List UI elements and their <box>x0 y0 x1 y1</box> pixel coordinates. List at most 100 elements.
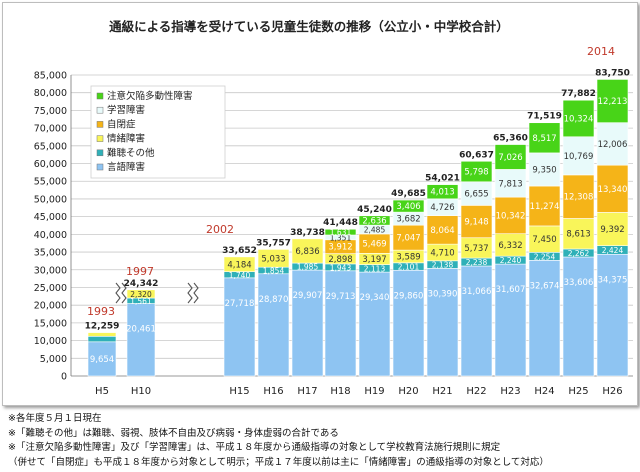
legend-label: 情緒障害 <box>107 133 145 145</box>
year-annotation: 1993 <box>87 305 115 318</box>
data-label: 10,324 <box>564 114 594 124</box>
data-label: 4,013 <box>430 188 454 198</box>
data-label: 1,351 <box>330 233 352 242</box>
x-tick-label: H22 <box>466 386 486 397</box>
legend-label: 自閉症 <box>107 118 136 130</box>
x-tick-label: H20 <box>398 386 418 397</box>
x-tick-label: H26 <box>602 386 622 397</box>
data-label: 9,350 <box>532 165 556 175</box>
data-label: 9,654 <box>90 355 114 365</box>
x-tick-label: H18 <box>330 386 350 397</box>
bar-segment <box>562 174 595 219</box>
bar-segment <box>596 79 629 123</box>
bar-segment <box>562 99 595 138</box>
y-tick-label: 45,000 <box>34 212 67 223</box>
y-tick-label: 15,000 <box>34 318 67 329</box>
x-tick-label: H23 <box>500 386 520 397</box>
data-label: 4,726 <box>430 203 454 213</box>
data-label: 2,262 <box>568 249 590 258</box>
x-tick-label: H16 <box>263 386 283 397</box>
data-label: 2,113 <box>364 264 386 273</box>
y-tick-label: 75,000 <box>34 106 67 117</box>
bar-segment <box>426 268 459 377</box>
bar-segment <box>257 249 290 268</box>
bar-segment <box>596 122 629 166</box>
data-label: 5,798 <box>464 168 488 178</box>
data-label: 6,332 <box>498 241 522 251</box>
bar-segment <box>257 273 290 377</box>
legend-swatch <box>96 121 104 128</box>
y-tick-label: 20,000 <box>34 301 67 312</box>
data-label: 31,607 <box>496 285 526 295</box>
data-label: 29,860 <box>394 291 424 301</box>
data-label: 2,636 <box>362 216 386 226</box>
data-label: 12,308 <box>564 193 594 203</box>
footnote-4: （併せて「自閉症」も平成１８年度から対象として明示；平成１７年度以前は主に「情緒… <box>8 456 549 468</box>
data-label: 9,392 <box>600 225 624 235</box>
total-label: 24,342 <box>124 279 159 289</box>
y-tick-label: 0 <box>61 372 67 383</box>
data-label: 3,912 <box>328 243 352 253</box>
bar-segment <box>223 277 256 377</box>
data-label: 7,450 <box>532 235 556 245</box>
data-label: 8,064 <box>430 226 454 236</box>
legend-swatch <box>96 149 104 157</box>
footnote-1: ※各年度５月１日現在 <box>8 413 102 424</box>
x-tick-label: H5 <box>95 386 109 397</box>
bar-segment <box>528 122 561 154</box>
data-label: 4,710 <box>430 248 454 258</box>
data-label: 2,254 <box>534 252 556 261</box>
data-label: 2,101 <box>398 263 420 272</box>
bar-segment <box>324 228 357 236</box>
total-label: 35,757 <box>256 238 291 248</box>
legend-box <box>90 85 226 179</box>
y-tick-label: 85,000 <box>34 71 67 82</box>
legend-swatch <box>96 163 104 171</box>
data-label: 8,517 <box>532 134 556 144</box>
legend-label: 言語障害 <box>107 161 145 173</box>
bar-segment <box>291 269 324 377</box>
axis-break-mark <box>121 282 127 304</box>
axis-break-mark <box>115 282 121 304</box>
data-label: 30,390 <box>428 289 458 299</box>
data-label: 8,613 <box>566 230 590 240</box>
data-label: 2,898 <box>328 255 352 265</box>
y-tick-label: 55,000 <box>34 177 67 188</box>
data-label: 11,274 <box>530 202 560 212</box>
data-label: 2,238 <box>466 258 488 267</box>
data-label: 10,769 <box>564 152 594 162</box>
y-tick-label: 40,000 <box>34 230 67 241</box>
total-label: 77,882 <box>561 89 596 99</box>
data-label: 29,907 <box>293 291 323 301</box>
bar-segment <box>460 160 493 183</box>
data-label: 1,943 <box>330 263 352 272</box>
data-label: 20,461 <box>126 325 156 335</box>
axis-break-mark <box>187 282 193 304</box>
data-label: 31,066 <box>462 287 492 297</box>
data-label: 5,737 <box>464 244 488 254</box>
footnote-2: ※「難聴その他」は難聴、弱視、肢体不自由及び病弱・身体虚弱の合計である <box>8 427 339 439</box>
total-label: 60,637 <box>459 150 494 160</box>
bar-segment <box>528 225 561 253</box>
data-label: 1,740 <box>229 271 251 280</box>
stacked-bar-chart: 通級による指導を受けている児童生徒数の推移（公立小・中学校合計） 0 5,000 1… <box>34 19 633 397</box>
bar-segment <box>562 256 595 377</box>
data-label: 1,985 <box>297 263 319 272</box>
data-label: 33,606 <box>564 278 594 288</box>
data-label: 4,184 <box>227 260 251 270</box>
chart-frame: 通級による指導を受けている児童生徒数の推移（公立小・中学校合計） 0 5,000 1… <box>2 2 638 406</box>
data-label: 5,469 <box>362 240 386 250</box>
legend-swatch <box>96 92 104 100</box>
data-label: 1,561 <box>130 297 152 306</box>
total-label: 54,021 <box>425 174 460 184</box>
bar-segment <box>596 253 629 377</box>
data-label: 7,047 <box>396 234 420 244</box>
data-label: 27,718 <box>225 299 255 309</box>
y-tick-label: 30,000 <box>34 265 67 276</box>
data-label: 2,485 <box>364 226 386 235</box>
bar-segment <box>460 265 493 377</box>
total-label: 33,652 <box>222 246 257 256</box>
data-label: 3,589 <box>396 252 420 262</box>
bar-segment <box>358 215 391 226</box>
legend-swatch <box>96 135 104 142</box>
